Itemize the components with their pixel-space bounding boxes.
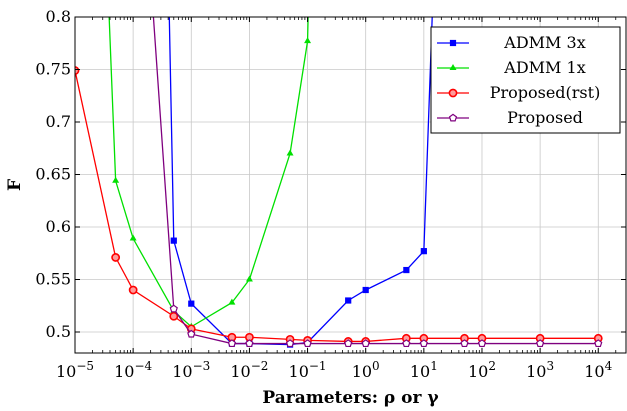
y-tick-label: 0.6 <box>46 217 71 236</box>
series-proposed <box>152 17 603 348</box>
legend-box <box>430 26 621 134</box>
plot-frame <box>74 16 627 354</box>
legend-label: Proposed <box>507 108 583 127</box>
data-point <box>419 339 428 348</box>
data-point <box>228 298 236 305</box>
legend-marker <box>449 39 457 47</box>
y-axis-label: F <box>5 179 25 191</box>
series-line <box>108 17 309 328</box>
series-layer <box>75 17 603 348</box>
data-point <box>286 149 294 156</box>
y-tick-label: 0.75 <box>35 60 71 79</box>
data-point <box>285 339 295 348</box>
legend-marker <box>449 64 457 70</box>
x-tick-label: 10−3 <box>172 359 210 381</box>
x-tick-label: 102 <box>468 359 496 381</box>
legend-item: Proposed <box>437 108 583 127</box>
data-point <box>128 285 138 295</box>
y-tick-label: 0.7 <box>46 112 71 131</box>
x-tick-label: 10−4 <box>114 359 152 381</box>
x-tick-label: 10−5 <box>56 359 94 381</box>
legend-label: Proposed(rst) <box>490 83 601 102</box>
legend-item: ADMM 3x <box>437 33 586 52</box>
data-point <box>245 339 254 348</box>
x-tick-label: 104 <box>584 359 612 381</box>
legend-marker <box>448 88 458 98</box>
data-point <box>187 329 196 338</box>
data-point <box>169 311 179 321</box>
x-tick-label: 103 <box>526 359 554 381</box>
legend-label: ADMM 1x <box>503 58 585 77</box>
data-point <box>129 234 137 241</box>
x-tick-label: 101 <box>410 359 438 381</box>
data-point <box>361 339 370 348</box>
data-point <box>594 339 603 348</box>
data-point <box>245 275 253 282</box>
series-admm-3x <box>168 17 433 348</box>
data-point <box>227 339 237 348</box>
y-tick-label: 0.65 <box>35 165 71 184</box>
x-tick-label: 100 <box>352 359 380 381</box>
legend-item: ADMM 1x <box>437 58 586 77</box>
data-point <box>535 339 545 348</box>
data-point <box>403 266 410 274</box>
ticks: 10−5 10−4 10−3 10−2 10−1 100 101 102 103 104 0.5 0.… <box>35 7 627 381</box>
data-point <box>169 304 178 313</box>
data-point <box>402 339 411 348</box>
data-point <box>303 339 312 348</box>
data-point <box>362 286 369 294</box>
data-point <box>188 300 195 307</box>
legend-marker <box>448 113 458 122</box>
data-point <box>170 237 177 244</box>
data-point <box>345 297 352 304</box>
legend-item: Proposed(rst) <box>437 83 600 102</box>
legend: ADMM 3x ADMM 1x Proposed(rst) Proposed <box>430 26 621 134</box>
x-axis-label: Parameters: ρ or γ <box>262 388 439 408</box>
data-point <box>111 253 121 262</box>
x-tick-label: 10−1 <box>289 359 327 381</box>
data-point <box>304 37 312 44</box>
data-point <box>344 339 353 348</box>
data-point <box>460 339 469 348</box>
data-point <box>420 248 427 255</box>
x-tick-label: 10−2 <box>230 359 268 381</box>
y-tick-label: 0.5 <box>46 322 71 341</box>
data-point <box>477 339 487 348</box>
y-tick-label: 0.8 <box>46 7 71 26</box>
legend-label: ADMM 3x <box>503 33 585 52</box>
data-point <box>112 176 120 183</box>
series-line <box>168 17 433 346</box>
axis-labels: Parameters: ρ or γ F <box>5 179 439 408</box>
y-tick-label: 0.55 <box>35 270 71 289</box>
